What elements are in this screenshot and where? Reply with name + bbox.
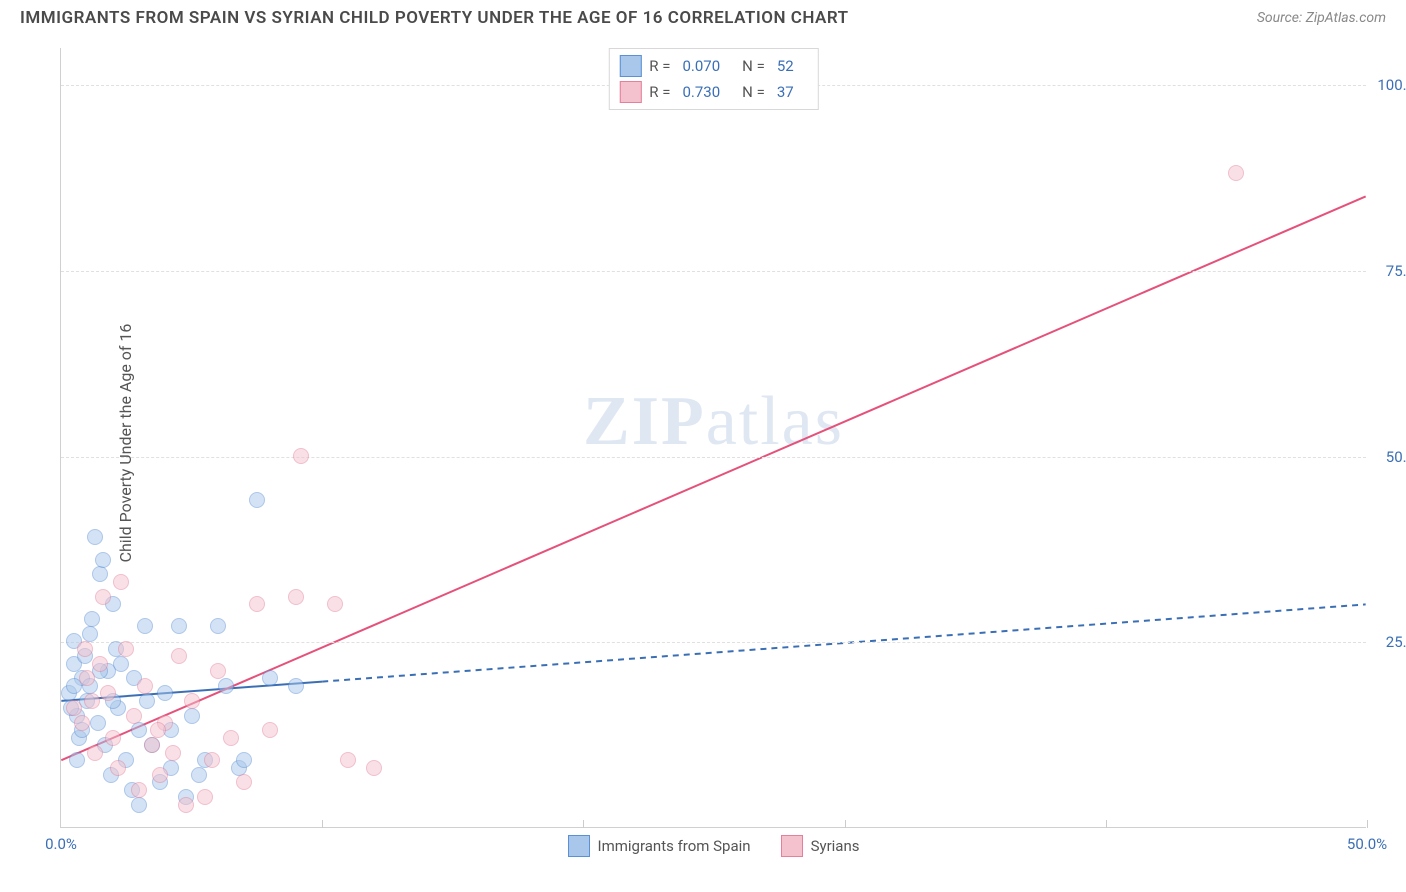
data-point: [87, 529, 103, 545]
chart-title: IMMIGRANTS FROM SPAIN VS SYRIAN CHILD PO…: [20, 8, 849, 28]
data-point: [84, 693, 100, 709]
data-point: [87, 745, 103, 761]
data-point: [110, 760, 126, 776]
gridline-h: [61, 271, 1366, 272]
x-tick: [322, 820, 323, 828]
stats-legend: R = 0.070 N = 52 R = 0.730 N = 37: [608, 48, 818, 110]
legend-label: Immigrants from Spain: [598, 837, 751, 855]
data-point: [223, 730, 239, 746]
data-point: [204, 752, 220, 768]
stat-r-label: R =: [649, 83, 670, 101]
data-point: [197, 789, 213, 805]
x-tick: [1367, 820, 1368, 828]
data-point: [184, 693, 200, 709]
data-point: [79, 670, 95, 686]
data-point: [131, 782, 147, 798]
data-point: [92, 656, 108, 672]
data-point: [131, 722, 147, 738]
data-point: [171, 648, 187, 664]
data-point: [77, 641, 93, 657]
stat-n-label: N =: [742, 83, 765, 101]
data-point: [92, 566, 108, 582]
data-point: [137, 678, 153, 694]
data-point: [171, 618, 187, 634]
data-point: [105, 730, 121, 746]
legend-swatch: [619, 81, 641, 103]
chart-container: Child Poverty Under the Age of 16 ZIPatl…: [20, 38, 1386, 848]
data-point: [210, 618, 226, 634]
data-point: [152, 767, 168, 783]
data-point: [262, 670, 278, 686]
x-tick-label: 50.0%: [1347, 835, 1387, 853]
y-tick-label: 100.0%: [1371, 76, 1406, 94]
stats-legend-row: R = 0.730 N = 37: [619, 79, 807, 105]
legend-swatch: [781, 835, 803, 857]
plot-area: ZIPatlas R =0.070N =52R =0.730N =37 Immi…: [60, 48, 1366, 828]
data-point: [69, 752, 85, 768]
data-point: [137, 618, 153, 634]
legend-swatch: [619, 55, 641, 77]
data-point: [236, 774, 252, 790]
x-tick: [583, 820, 584, 828]
data-point: [288, 589, 304, 605]
data-point: [126, 708, 142, 724]
data-point: [249, 596, 265, 612]
stat-n-value: 52: [777, 57, 794, 75]
data-point: [178, 797, 194, 813]
data-point: [144, 737, 160, 753]
data-point: [100, 685, 116, 701]
stat-r-value: 0.730: [682, 83, 720, 101]
watermark: ZIPatlas: [583, 382, 844, 462]
data-point: [340, 752, 356, 768]
data-point: [150, 722, 166, 738]
legend-swatch: [568, 835, 590, 857]
chart-source: Source: ZipAtlas.com: [1257, 10, 1386, 26]
gridline-h: [61, 457, 1366, 458]
stat-r-value: 0.070: [682, 57, 720, 75]
y-tick-label: 50.0%: [1371, 448, 1406, 466]
legend-item: Immigrants from Spain: [568, 835, 751, 857]
data-point: [95, 589, 111, 605]
stat-n-value: 37: [777, 83, 794, 101]
data-point: [90, 715, 106, 731]
data-point: [191, 767, 207, 783]
stat-r-label: R =: [649, 57, 670, 75]
data-point: [184, 708, 200, 724]
data-point: [366, 760, 382, 776]
trend-lines: [61, 48, 1366, 827]
legend-label: Syrians: [811, 837, 860, 855]
data-point: [74, 715, 90, 731]
y-tick-label: 25.0%: [1371, 633, 1406, 651]
data-point: [139, 693, 155, 709]
data-point: [118, 641, 134, 657]
stat-n-label: N =: [742, 57, 765, 75]
x-tick: [845, 820, 846, 828]
data-point: [131, 797, 147, 813]
stats-legend-row: R = 0.070 N = 52: [619, 53, 807, 79]
data-point: [236, 752, 252, 768]
data-point: [165, 745, 181, 761]
data-point: [113, 574, 129, 590]
data-point: [218, 678, 234, 694]
data-point: [113, 656, 129, 672]
data-point: [327, 596, 343, 612]
x-tick-label: 0.0%: [45, 835, 77, 853]
series-legend: Immigrants from Spain Syrians: [568, 835, 860, 857]
y-tick-label: 75.0%: [1371, 262, 1406, 280]
data-point: [82, 626, 98, 642]
data-point: [293, 448, 309, 464]
legend-item: Syrians: [781, 835, 860, 857]
gridline-h: [61, 642, 1366, 643]
data-point: [249, 492, 265, 508]
data-point: [262, 722, 278, 738]
data-point: [84, 611, 100, 627]
data-point: [66, 700, 82, 716]
data-point: [157, 685, 173, 701]
data-point: [1228, 165, 1244, 181]
x-tick: [1106, 820, 1107, 828]
data-point: [210, 663, 226, 679]
data-point: [288, 678, 304, 694]
data-point: [95, 552, 111, 568]
